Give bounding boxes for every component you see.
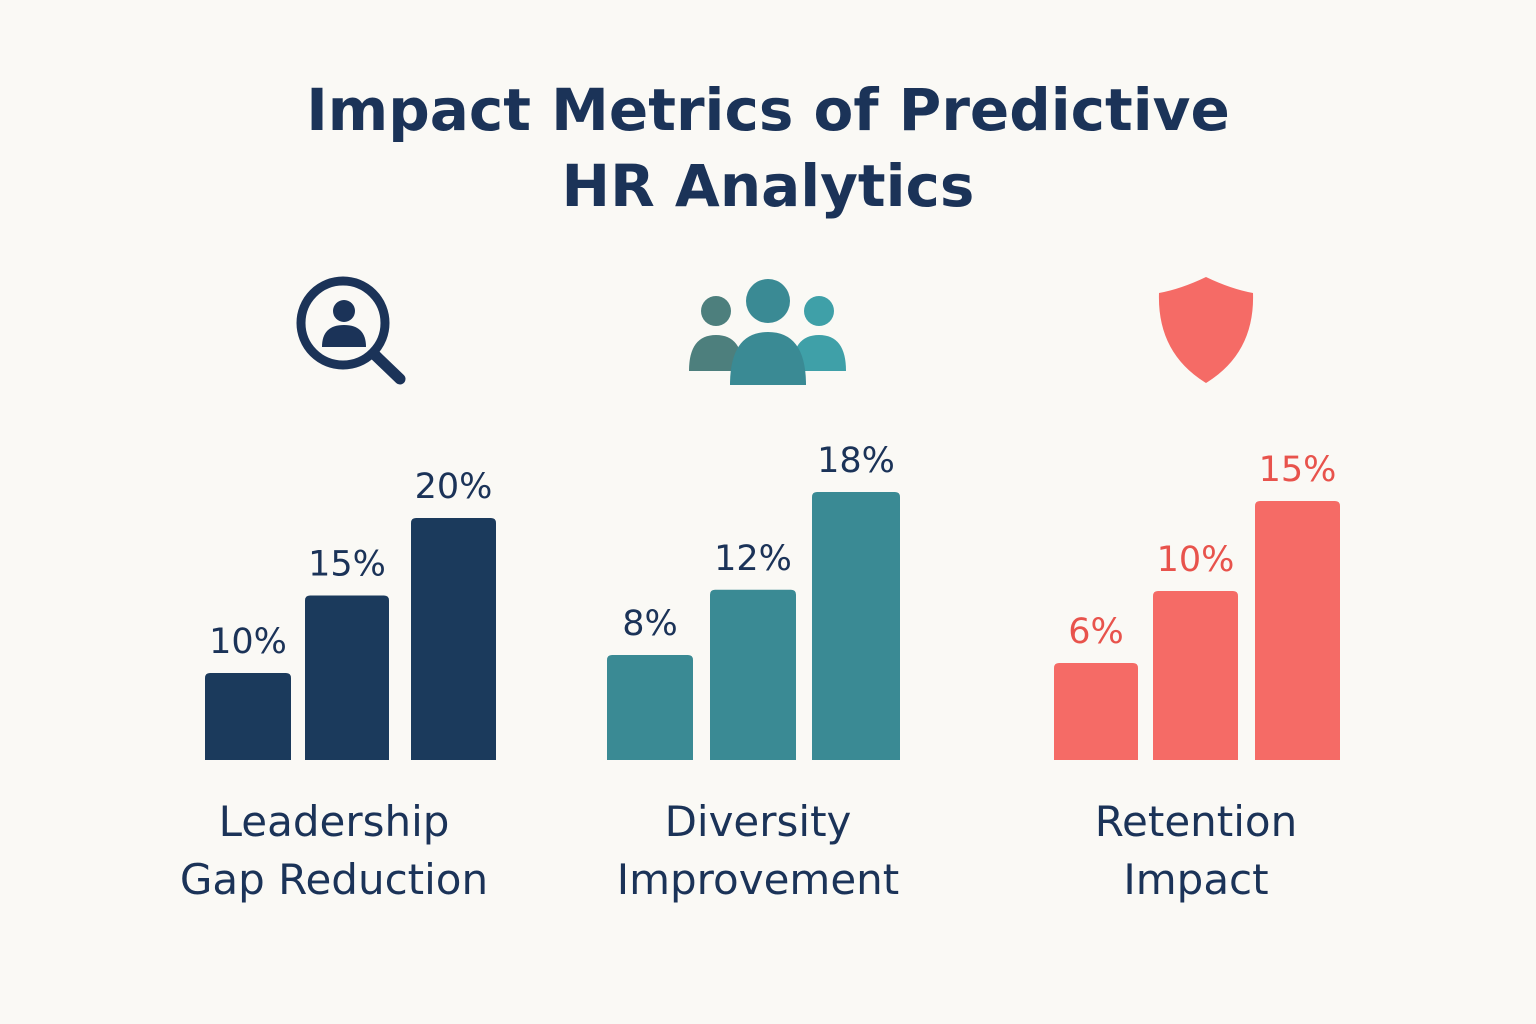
data-label: 10%: [1157, 540, 1235, 580]
category-line: Impact: [1123, 855, 1269, 904]
bar: [1153, 591, 1238, 760]
bar: [411, 518, 496, 760]
category-line: Retention: [1094, 797, 1298, 846]
title-line-2: HR Analytics: [561, 152, 975, 220]
data-label: 8%: [622, 604, 678, 644]
category-label-leadership: Leadership Gap Reduction: [124, 793, 544, 909]
people-group-icon: [689, 279, 846, 385]
bar: [607, 655, 693, 760]
data-label: 15%: [308, 545, 386, 585]
data-label: 20%: [415, 467, 493, 507]
bar: [710, 589, 796, 760]
chart-title: Impact Metrics of Predictive HR Analytic…: [0, 72, 1536, 224]
bar: [305, 595, 389, 760]
bar: [1054, 663, 1138, 760]
bar: [1255, 501, 1340, 760]
data-label: 18%: [817, 441, 895, 481]
category-label-diversity: Diversity Improvement: [548, 793, 968, 909]
category-line: Improvement: [616, 855, 900, 904]
data-label: 10%: [209, 622, 287, 662]
bar: [205, 673, 291, 760]
category-label-retention: Retention Impact: [986, 793, 1406, 909]
category-line: Leadership: [218, 797, 450, 846]
bar: [812, 492, 900, 760]
data-label: 12%: [714, 539, 792, 579]
title-line-1: Impact Metrics of Predictive: [306, 76, 1230, 144]
category-line: Gap Reduction: [179, 855, 489, 904]
category-line: Diversity: [664, 797, 852, 846]
data-label: 6%: [1068, 612, 1124, 652]
shield-icon: [1158, 277, 1254, 383]
magnifier-person-icon: [296, 276, 406, 385]
data-label: 15%: [1259, 450, 1337, 490]
